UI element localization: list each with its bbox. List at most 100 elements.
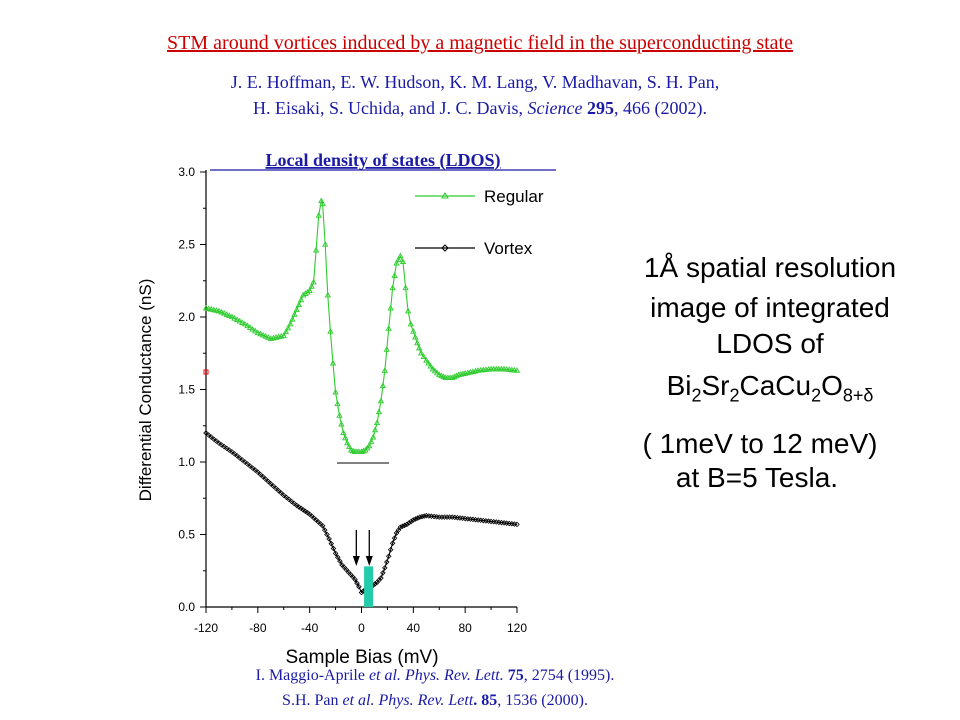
regular-data-point (228, 313, 236, 320)
energy-range-text: ( 1meV to 12 meV) (642, 428, 878, 459)
regular-data-point (231, 314, 238, 321)
vortex-data-point (412, 516, 419, 522)
x-tick-label: -40 (301, 621, 319, 635)
regular-data-point (215, 307, 223, 314)
regular-data-point (280, 332, 287, 338)
regular-data-point (289, 315, 296, 322)
vortex-data-point (293, 502, 300, 509)
regular-data-point (425, 359, 432, 366)
chart-title: Local density of states (LDOS) (266, 150, 501, 171)
regular-data-point (366, 442, 373, 449)
regular-data-point (257, 330, 264, 337)
regular-data-point (387, 304, 394, 311)
journal-volume: 295 (586, 98, 614, 118)
y-tick-label: 0.0 (178, 600, 195, 614)
regular-data-point (265, 334, 272, 340)
regular-data-point (412, 333, 419, 340)
vortex-data-point (421, 513, 427, 519)
vortex-data-point (304, 509, 311, 516)
page-headline: STM around vortices induced by a magneti… (167, 32, 793, 54)
y-tick-label: 0.5 (178, 528, 195, 542)
vortex-data-point (226, 447, 233, 453)
regular-data-point (407, 320, 414, 327)
vortex-data-point (322, 527, 328, 533)
regular-data-point (427, 362, 434, 369)
chart-ticks: 0.0 0.5 1.0 1.5 2.0 2.5 3.0 -120 -80 -40 0 40 80 120 (178, 165, 527, 635)
regular-data-point (302, 290, 309, 296)
regular-data-point (379, 382, 387, 389)
reference-2: S.H. Pan et al. Phys. Rev. Lett. 85, 153… (282, 692, 588, 709)
regular-legend-marker (441, 192, 449, 199)
regular-data-point (429, 365, 436, 372)
regular-data-point (404, 307, 412, 314)
regular-data-point (371, 426, 379, 433)
y-tick-label: 1.0 (178, 455, 195, 469)
y-tick-label: 1.5 (178, 383, 195, 397)
vortex-data-point (358, 589, 365, 596)
vortex-data-point (298, 505, 304, 512)
authors-line-2-names: H. Eisaki, S. Uchida, and J. C. Davis, (253, 98, 528, 118)
regular-data-point (262, 332, 269, 339)
regular-data-point (334, 400, 341, 407)
vortex-data-point (302, 508, 309, 515)
x-tick-label: -120 (194, 621, 218, 635)
vortex-data-point (328, 540, 335, 547)
regular-data-point (393, 259, 400, 266)
vortex-data-point (337, 558, 343, 564)
regular-data-point (340, 429, 347, 436)
regular-data-point (308, 283, 315, 289)
vortex-data-point (334, 554, 341, 560)
regular-data-point (453, 372, 460, 379)
regular-data-point (375, 408, 383, 415)
side-text-line-1: 1Å spatial resolution (643, 252, 897, 283)
regular-data-point (329, 359, 337, 366)
regular-data-point (287, 320, 294, 327)
integration-window-bar (364, 566, 374, 607)
regular-data-point (415, 344, 423, 351)
vortex-data-point (221, 443, 227, 450)
journal-pages: , 466 (2002). (613, 98, 707, 118)
vortex-data-point (382, 565, 388, 571)
regular-data-point (210, 306, 217, 313)
chart-series (202, 197, 521, 596)
regular-data-point (368, 438, 375, 444)
regular-data-point (338, 420, 345, 427)
regular-data-point (236, 317, 243, 324)
regular-data-point (244, 322, 251, 329)
x-tick-label: -80 (249, 621, 267, 635)
regular-data-point (282, 328, 290, 335)
regular-data-point (306, 287, 313, 294)
regular-data-point (312, 246, 320, 253)
regular-data-point (226, 312, 233, 318)
vortex-data-point (319, 523, 326, 529)
regular-data-point (342, 434, 349, 441)
y-tick-label: 3.0 (178, 165, 195, 179)
vortex-data-point (223, 445, 230, 452)
regular-data-point (327, 327, 334, 334)
regular-data-point (449, 374, 456, 381)
vortex-data-point (324, 531, 330, 538)
regular-data-point (423, 356, 430, 363)
regular-data-point (233, 316, 241, 323)
regular-data-point (391, 272, 398, 278)
regular-data-point (410, 327, 417, 334)
vortex-data-point (410, 517, 417, 523)
regular-data-point (304, 288, 311, 295)
vortex-data-point (419, 513, 425, 520)
vortex-data-point (378, 575, 384, 581)
regular-data-point (324, 291, 331, 298)
vortex-series-line (205, 432, 518, 594)
regular-data-point (513, 367, 521, 373)
y-axis-label: Differential Conductance (nS) (136, 279, 155, 502)
regular-data-point (259, 331, 267, 338)
vortex-data-point (417, 514, 423, 520)
regular-data-point (397, 252, 404, 259)
regular-data-point (249, 325, 256, 332)
field-strength-text: at B=5 Tesla. (675, 462, 839, 493)
regular-data-point (241, 320, 249, 327)
regular-data-point (389, 284, 396, 291)
regular-data-point (208, 305, 215, 312)
regular-data-point (246, 324, 254, 330)
journal-name: Science (527, 98, 583, 118)
